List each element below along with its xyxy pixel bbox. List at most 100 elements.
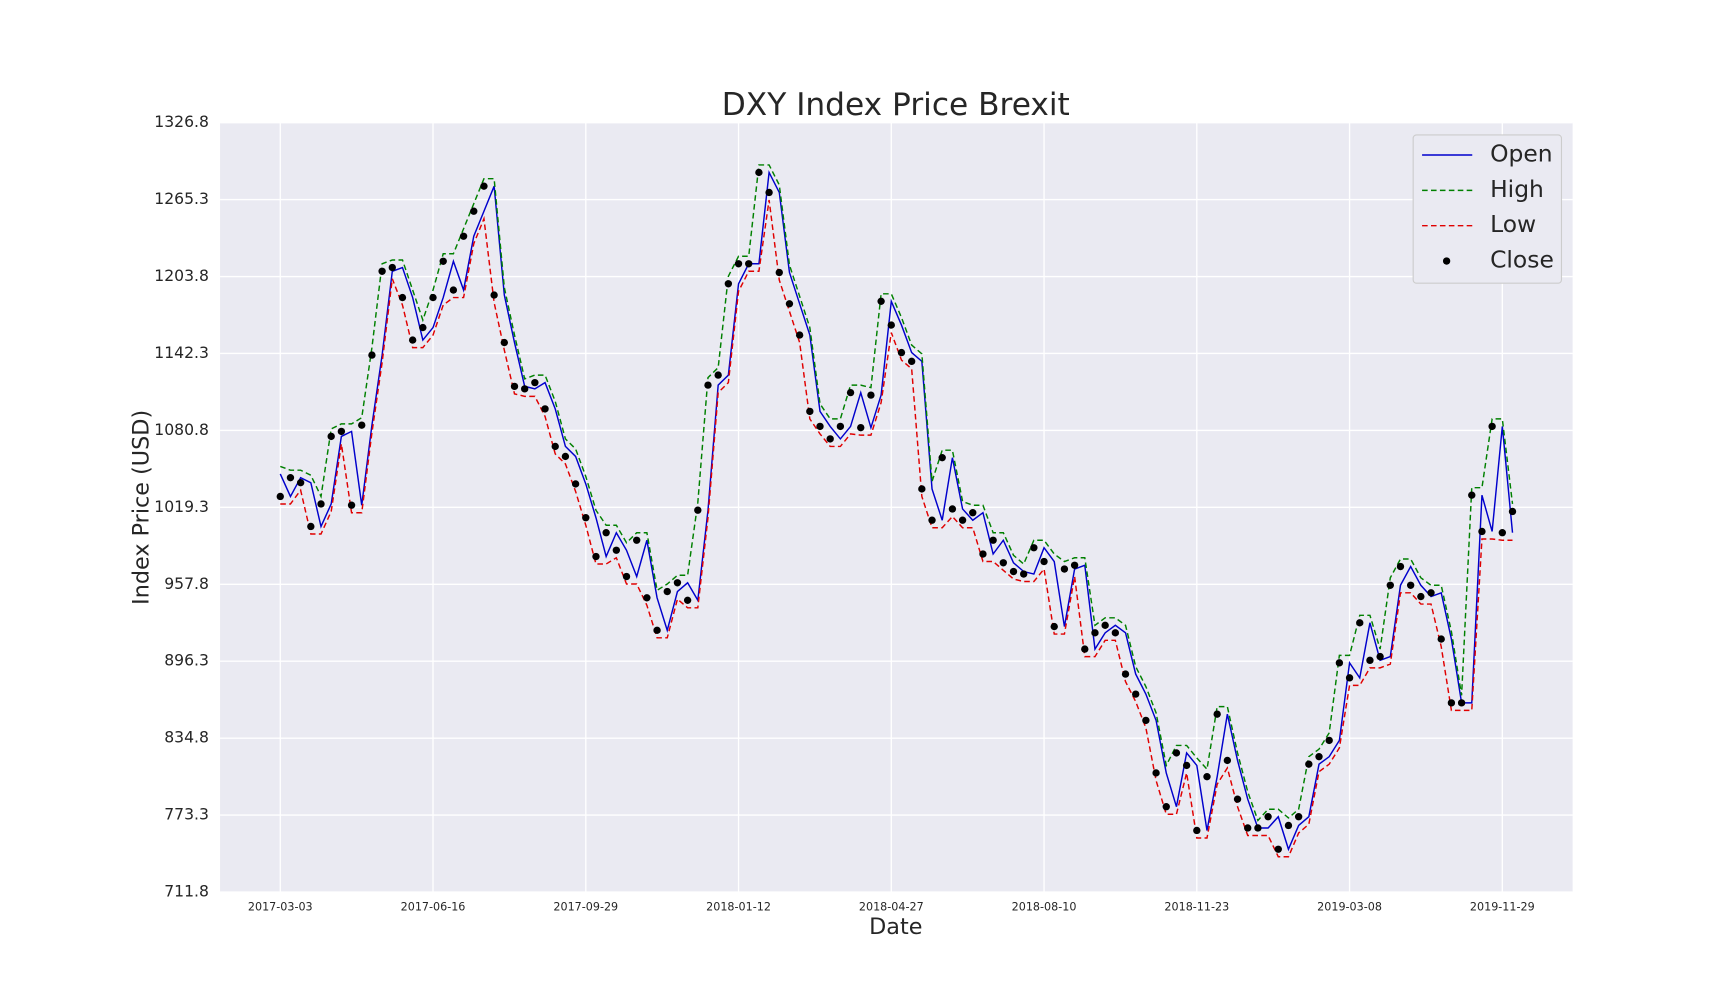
close-dot bbox=[1162, 803, 1170, 811]
x-tick-label: 2018-08-10 bbox=[1012, 901, 1077, 914]
x-axis-label: Date bbox=[869, 914, 922, 940]
close-dot bbox=[907, 357, 916, 366]
x-tick-label: 2018-11-23 bbox=[1164, 901, 1229, 914]
close-dot bbox=[1070, 561, 1079, 569]
y-axis-label: Index Price (USD) bbox=[129, 410, 155, 605]
close-dot bbox=[683, 596, 692, 604]
y-tick-label: 773.3 bbox=[164, 806, 209, 824]
y-tick-label: 1142.3 bbox=[154, 344, 209, 362]
close-dot bbox=[816, 422, 824, 431]
close-dot bbox=[1376, 652, 1384, 661]
close-dot bbox=[1203, 773, 1211, 781]
y-tick-label: 834.8 bbox=[164, 729, 209, 747]
x-tick-label: 2017-09-29 bbox=[553, 901, 618, 914]
legend-swatch bbox=[1442, 257, 1451, 265]
y-tick-label: 1203.8 bbox=[154, 267, 209, 285]
close-dot bbox=[1366, 656, 1374, 665]
close-dot bbox=[541, 405, 549, 413]
close-dot bbox=[1172, 749, 1181, 757]
close-dot bbox=[948, 505, 957, 513]
close-dot bbox=[1030, 544, 1038, 552]
close-dot bbox=[439, 257, 447, 265]
close-dot bbox=[582, 514, 590, 522]
legend-label: Low bbox=[1490, 210, 1536, 238]
legend-label: Open bbox=[1490, 139, 1553, 167]
close-dot bbox=[470, 207, 478, 215]
close-dot bbox=[1498, 529, 1506, 537]
y-tick-label: 1080.8 bbox=[154, 421, 209, 439]
close-dot bbox=[826, 435, 834, 443]
close-dot bbox=[1040, 557, 1048, 566]
close-dot bbox=[1182, 761, 1191, 770]
close-dot bbox=[653, 626, 661, 635]
close-dot bbox=[918, 485, 926, 493]
y-tick-label: 957.8 bbox=[164, 575, 209, 593]
close-dot bbox=[1081, 645, 1089, 653]
close-dot bbox=[938, 453, 946, 462]
x-tick-label: 2017-03-03 bbox=[248, 901, 313, 914]
close-dot bbox=[1315, 752, 1323, 761]
close-dot bbox=[1244, 824, 1252, 832]
close-dot bbox=[459, 232, 468, 240]
chart-title: DXY Index Price Brexit bbox=[722, 87, 1070, 123]
close-dot bbox=[969, 509, 977, 517]
close-dot bbox=[500, 338, 508, 347]
close-dot bbox=[1142, 716, 1150, 725]
close-dot bbox=[1396, 562, 1405, 571]
close-dot bbox=[521, 385, 529, 393]
close-dot bbox=[1305, 760, 1313, 768]
close-dot bbox=[979, 550, 987, 558]
close-dot bbox=[1468, 491, 1476, 499]
close-dot bbox=[714, 371, 722, 379]
close-dot bbox=[296, 479, 305, 487]
close-dot bbox=[571, 480, 580, 488]
close-dot bbox=[633, 536, 641, 544]
close-dot bbox=[378, 267, 386, 275]
close-dot bbox=[877, 297, 885, 305]
close-dot bbox=[785, 300, 794, 308]
close-dot bbox=[1009, 567, 1018, 576]
close-dot bbox=[1060, 565, 1069, 573]
close-dot bbox=[286, 474, 295, 482]
close-dot bbox=[358, 421, 366, 429]
close-dot bbox=[958, 516, 967, 524]
x-tick-label: 2018-04-27 bbox=[859, 901, 924, 914]
close-dot bbox=[795, 331, 804, 339]
close-dot bbox=[1152, 769, 1160, 777]
legend-box bbox=[1412, 134, 1563, 284]
close-dot bbox=[663, 587, 671, 596]
close-dot bbox=[643, 594, 651, 602]
x-tick-label: 2019-03-08 bbox=[1317, 901, 1382, 914]
close-dot bbox=[1437, 635, 1445, 643]
close-dot bbox=[1213, 710, 1221, 718]
close-dot bbox=[673, 579, 682, 587]
close-dot bbox=[561, 452, 570, 461]
close-dot bbox=[836, 422, 845, 431]
x-tick-label: 2017-06-16 bbox=[401, 901, 466, 914]
close-dot bbox=[775, 268, 783, 277]
x-tick-label: 2019-11-29 bbox=[1470, 901, 1535, 914]
close-dot bbox=[734, 260, 743, 268]
close-dot bbox=[1233, 795, 1242, 803]
close-dot bbox=[317, 500, 325, 508]
close-dot bbox=[1121, 670, 1130, 678]
close-dot bbox=[1193, 826, 1201, 835]
y-tick-label: 711.8 bbox=[164, 883, 209, 901]
close-dot bbox=[1478, 527, 1486, 536]
close-dot bbox=[1294, 813, 1303, 821]
close-dot bbox=[1386, 581, 1394, 589]
close-dot bbox=[1508, 507, 1517, 516]
close-dot bbox=[1050, 622, 1058, 631]
close-dot bbox=[510, 382, 519, 391]
close-dot bbox=[1406, 581, 1415, 589]
close-dot bbox=[327, 432, 335, 441]
close-dot bbox=[1254, 824, 1262, 832]
y-tick-label: 1326.8 bbox=[154, 113, 209, 131]
close-dot bbox=[551, 442, 559, 451]
close-dot bbox=[531, 378, 539, 387]
close-dot bbox=[928, 516, 936, 524]
close-dot bbox=[592, 552, 600, 561]
close-dot bbox=[1284, 821, 1293, 830]
